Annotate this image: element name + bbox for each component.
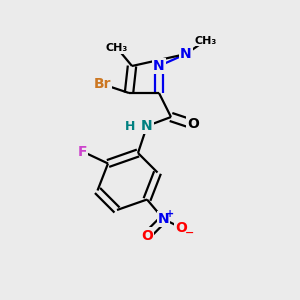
Text: Br: Br (93, 77, 111, 91)
Text: −: − (185, 227, 195, 238)
Text: N: N (153, 59, 165, 73)
Text: N: N (141, 119, 153, 133)
Text: N: N (180, 47, 192, 61)
Text: CH₃: CH₃ (106, 43, 128, 53)
Text: O: O (188, 118, 200, 131)
Text: +: + (166, 208, 174, 219)
Text: CH₃: CH₃ (194, 35, 217, 46)
Text: O: O (141, 229, 153, 242)
Text: O: O (176, 221, 188, 235)
Text: F: F (78, 145, 87, 158)
Text: N: N (158, 212, 169, 226)
Text: H: H (125, 119, 136, 133)
